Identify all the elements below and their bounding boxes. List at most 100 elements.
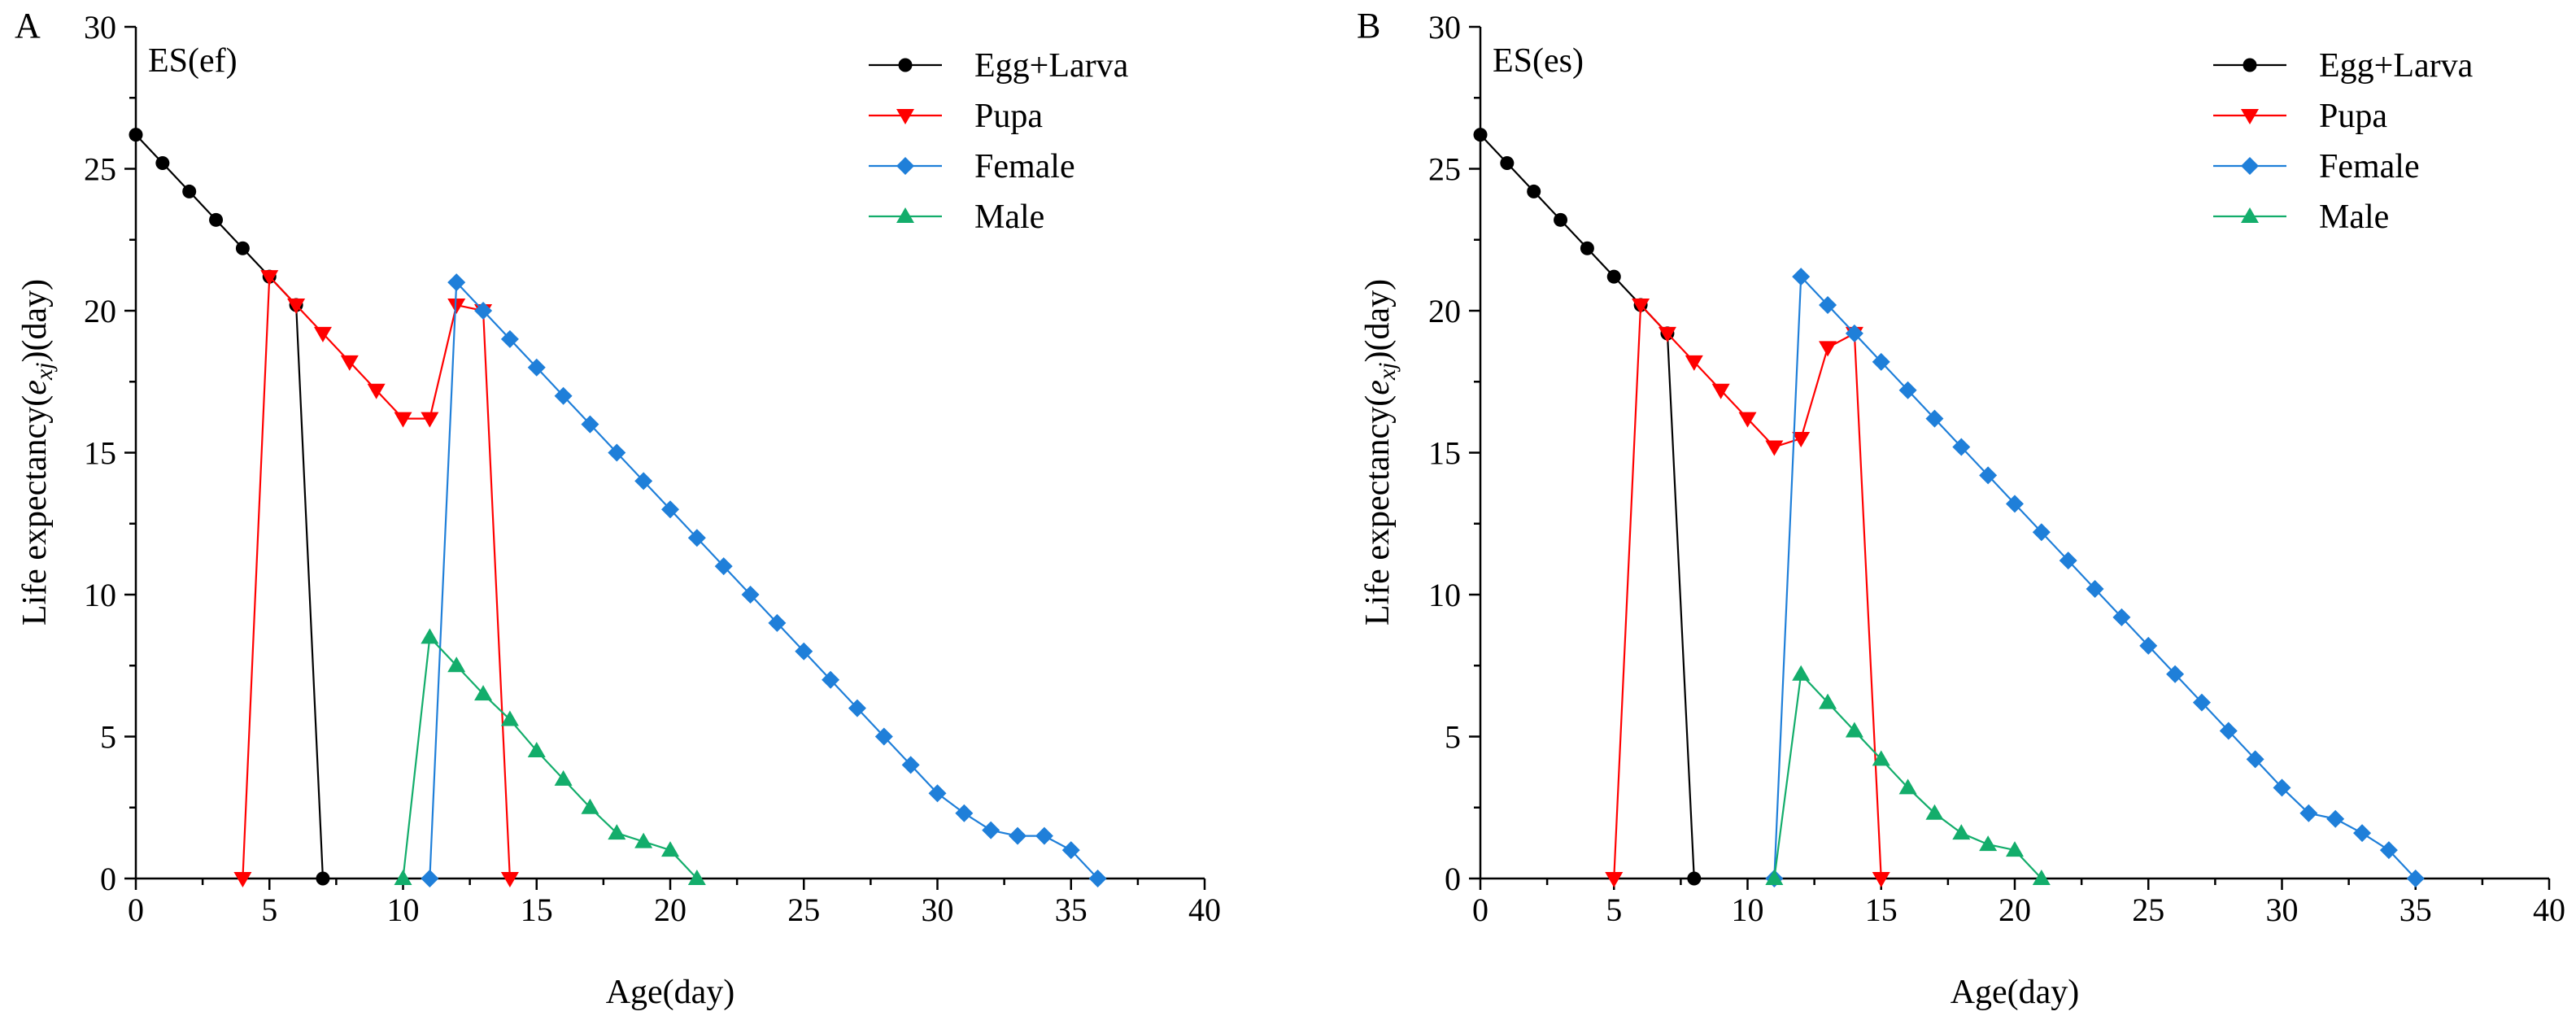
legend: Egg+Larva Pupa Female Male — [2213, 47, 2474, 236]
y-label-suffix: )(day) — [1359, 279, 1397, 363]
legend-marker — [2241, 109, 2259, 124]
x-tick-label: 35 — [2399, 892, 2432, 928]
data-point — [2006, 495, 2024, 513]
tick-group: 0 5 10 15 20 25 30 35 40 0 5 10 15 20 25 30 — [84, 9, 1221, 928]
data-point — [421, 870, 439, 887]
y-tick-label: 0 — [1445, 861, 1461, 897]
data-point — [394, 870, 412, 885]
series-line-egg-larva — [135, 133, 325, 879]
data-point — [1872, 872, 1890, 887]
data-point — [848, 699, 866, 717]
x-tick-label: 30 — [922, 892, 954, 928]
data-point — [447, 273, 466, 292]
data-point — [421, 412, 439, 428]
y-tick-label: 0 — [100, 861, 116, 897]
data-point — [527, 741, 546, 757]
data-point — [955, 804, 974, 822]
data-point — [1711, 383, 1730, 399]
legend-marker — [898, 58, 913, 72]
x-tick-label: 10 — [387, 892, 420, 928]
data-point — [235, 241, 250, 255]
panel-letter: A — [15, 6, 41, 46]
y-label-sub: xj — [1374, 362, 1401, 381]
data-point — [260, 270, 279, 286]
data-point — [714, 557, 733, 576]
panel-b: B 0 5 10 15 20 25 30 35 40 0 5 10 15 20 25 30 ES(es) Eg… — [1357, 6, 2565, 1011]
data-point — [1819, 341, 1837, 357]
data-point — [394, 412, 412, 428]
y-label-suffix: )(day) — [16, 279, 54, 363]
legend: Egg+Larva Pupa Female Male — [869, 47, 1129, 236]
data-point — [1765, 440, 1784, 456]
data-point — [1952, 824, 1971, 840]
data-point — [2059, 552, 2077, 570]
data-point — [2273, 778, 2291, 797]
data-point — [554, 770, 573, 786]
data-point — [1792, 665, 1811, 681]
data-point — [2246, 750, 2264, 769]
x-tick-label: 30 — [2266, 892, 2299, 928]
legend-label: Male — [2319, 198, 2389, 236]
series-group — [129, 128, 1107, 887]
data-point — [474, 302, 493, 320]
y-label-var: e — [1359, 380, 1397, 395]
x-tick-label: 10 — [1732, 892, 1764, 928]
data-point — [608, 443, 626, 462]
y-tick-label: 5 — [100, 719, 116, 756]
data-point — [1605, 872, 1624, 887]
data-point — [1658, 326, 1676, 342]
data-point — [500, 710, 519, 726]
data-point — [661, 500, 679, 519]
data-point — [2406, 870, 2425, 887]
y-axis-label: Life expectancy(exj)(day) — [16, 279, 58, 626]
x-tick-label: 20 — [1998, 892, 2031, 928]
data-point — [1500, 156, 1515, 171]
data-point — [741, 586, 760, 604]
y-tick-label: 30 — [84, 9, 116, 46]
data-point — [1979, 835, 1998, 852]
data-point — [1554, 212, 1568, 227]
y-tick-label: 20 — [84, 293, 116, 329]
data-point — [1527, 184, 1541, 198]
data-point — [155, 156, 170, 171]
data-point — [1845, 722, 1863, 738]
data-point — [928, 784, 947, 803]
data-point — [2006, 841, 2024, 857]
data-point — [874, 727, 893, 746]
data-point — [2166, 665, 2185, 683]
data-point — [1925, 804, 1944, 820]
data-point — [1979, 466, 1998, 485]
data-point — [313, 326, 332, 342]
data-point — [1061, 841, 1080, 860]
data-point — [554, 386, 573, 405]
panel-title: ES(ef) — [148, 42, 238, 80]
x-tick-label: 35 — [1055, 892, 1087, 928]
data-point — [500, 329, 519, 348]
y-tick-label: 10 — [1428, 577, 1461, 613]
legend-marker — [896, 207, 914, 223]
data-point — [2299, 804, 2318, 822]
y-tick-label: 25 — [1428, 151, 1461, 188]
data-point — [367, 383, 386, 399]
legend-label: Female — [2319, 148, 2420, 185]
y-tick-label: 15 — [84, 435, 116, 472]
data-point — [608, 824, 626, 840]
y-tick-label: 10 — [84, 577, 116, 613]
legend-label: Egg+Larva — [974, 47, 1129, 85]
legend-marker — [2241, 207, 2259, 223]
data-point — [2032, 523, 2051, 542]
data-point — [233, 872, 252, 887]
panel-letter: B — [1357, 6, 1380, 46]
legend-marker — [896, 157, 914, 175]
x-tick-label: 5 — [261, 892, 277, 928]
y-tick-label: 5 — [1445, 719, 1461, 756]
legend-label: Pupa — [2319, 98, 2387, 135]
y-label-var: e — [16, 380, 54, 395]
data-point — [340, 355, 359, 371]
x-tick-label: 20 — [654, 892, 686, 928]
x-tick-label: 5 — [1606, 892, 1622, 928]
data-point — [1819, 296, 1837, 315]
data-point — [209, 212, 224, 227]
x-tick-label: 15 — [521, 892, 553, 928]
data-point — [1580, 241, 1594, 255]
